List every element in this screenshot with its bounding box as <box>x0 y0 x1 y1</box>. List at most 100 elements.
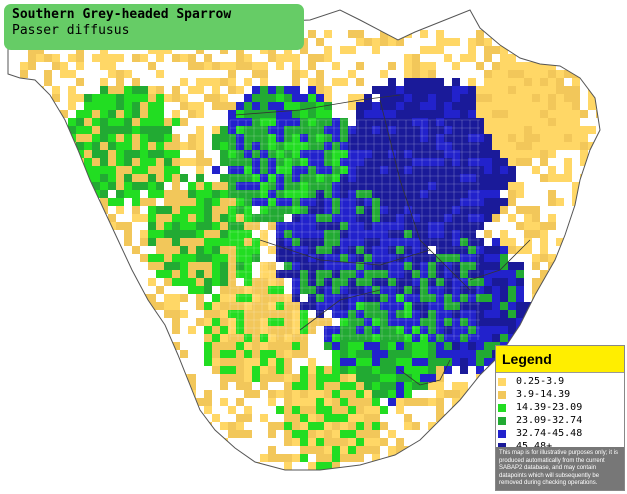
grid-cell <box>388 158 396 166</box>
grid-cell <box>468 118 476 126</box>
grid-cell <box>340 134 348 142</box>
grid-cell <box>332 286 340 294</box>
grid-cell <box>404 190 412 198</box>
grid-cell <box>572 246 580 254</box>
grid-cell <box>76 414 84 422</box>
grid-cell <box>220 198 228 206</box>
grid-cell <box>156 54 164 62</box>
grid-cell <box>60 414 68 422</box>
grid-cell <box>60 350 68 358</box>
grid-cell <box>292 230 300 238</box>
grid-cell <box>180 294 188 302</box>
grid-cell <box>516 294 524 302</box>
grid-cell <box>124 438 132 446</box>
legend-label: 14.39-23.09 <box>516 402 583 413</box>
grid-cell <box>420 254 428 262</box>
grid-cell <box>436 38 444 46</box>
grid-cell <box>284 422 292 430</box>
grid-cell <box>300 134 308 142</box>
grid-cell <box>364 38 372 46</box>
grid-cell <box>460 134 468 142</box>
grid-cell <box>452 294 460 302</box>
grid-cell <box>276 286 284 294</box>
grid-cell <box>292 86 300 94</box>
grid-cell <box>492 174 500 182</box>
grid-cell <box>188 62 196 70</box>
grid-cell <box>36 422 44 430</box>
grid-cell <box>172 310 180 318</box>
grid-cell <box>44 446 52 454</box>
grid-cell <box>28 126 36 134</box>
grid-cell <box>564 70 572 78</box>
grid-cell <box>92 238 100 246</box>
grid-cell <box>468 86 476 94</box>
grid-cell <box>268 294 276 302</box>
grid-cell <box>172 246 180 254</box>
grid-cell <box>476 406 484 414</box>
grid-cell <box>572 326 580 334</box>
grid-cell <box>244 270 252 278</box>
grid-cell <box>372 214 380 222</box>
grid-cell <box>452 350 460 358</box>
grid-cell <box>404 214 412 222</box>
grid-cell <box>460 254 468 262</box>
grid-cell <box>380 310 388 318</box>
grid-cell <box>316 230 324 238</box>
grid-cell <box>420 182 428 190</box>
grid-cell <box>396 262 404 270</box>
grid-cell <box>324 110 332 118</box>
grid-cell <box>260 166 268 174</box>
grid-cell <box>20 198 28 206</box>
grid-cell <box>332 254 340 262</box>
grid-cell <box>172 398 180 406</box>
grid-cell <box>324 366 332 374</box>
grid-cell <box>348 374 356 382</box>
grid-cell <box>356 262 364 270</box>
grid-cell <box>252 390 260 398</box>
grid-cell <box>276 454 284 462</box>
grid-cell <box>364 406 372 414</box>
grid-cell <box>412 254 420 262</box>
grid-cell <box>100 54 108 62</box>
grid-cell <box>268 262 276 270</box>
grid-cell <box>316 270 324 278</box>
grid-cell <box>436 142 444 150</box>
grid-cell <box>396 454 404 462</box>
grid-cell <box>196 222 204 230</box>
grid-cell <box>516 182 524 190</box>
grid-cell <box>124 118 132 126</box>
grid-cell <box>236 310 244 318</box>
grid-cell <box>156 422 164 430</box>
grid-cell <box>484 78 492 86</box>
grid-cell <box>284 126 292 134</box>
grid-cell <box>548 70 556 78</box>
grid-cell <box>68 382 76 390</box>
grid-cell <box>284 198 292 206</box>
grid-cell <box>308 198 316 206</box>
grid-cell <box>332 78 340 86</box>
grid-cell <box>412 118 420 126</box>
grid-cell <box>84 166 92 174</box>
grid-cell <box>140 54 148 62</box>
grid-cell <box>68 238 76 246</box>
grid-cell <box>196 238 204 246</box>
grid-cell <box>100 174 108 182</box>
grid-cell <box>580 318 588 326</box>
grid-cell <box>452 270 460 278</box>
grid-cell <box>444 422 452 430</box>
grid-cell <box>276 54 284 62</box>
grid-cell <box>428 190 436 198</box>
grid-cell <box>436 302 444 310</box>
grid-cell <box>540 78 548 86</box>
grid-cell <box>404 254 412 262</box>
grid-cell <box>396 238 404 246</box>
grid-cell <box>412 326 420 334</box>
province-border <box>259 239 431 266</box>
grid-cell <box>260 326 268 334</box>
grid-cell <box>388 398 396 406</box>
grid-cell <box>52 222 60 230</box>
grid-cell <box>236 46 244 54</box>
grid-cell <box>260 142 268 150</box>
